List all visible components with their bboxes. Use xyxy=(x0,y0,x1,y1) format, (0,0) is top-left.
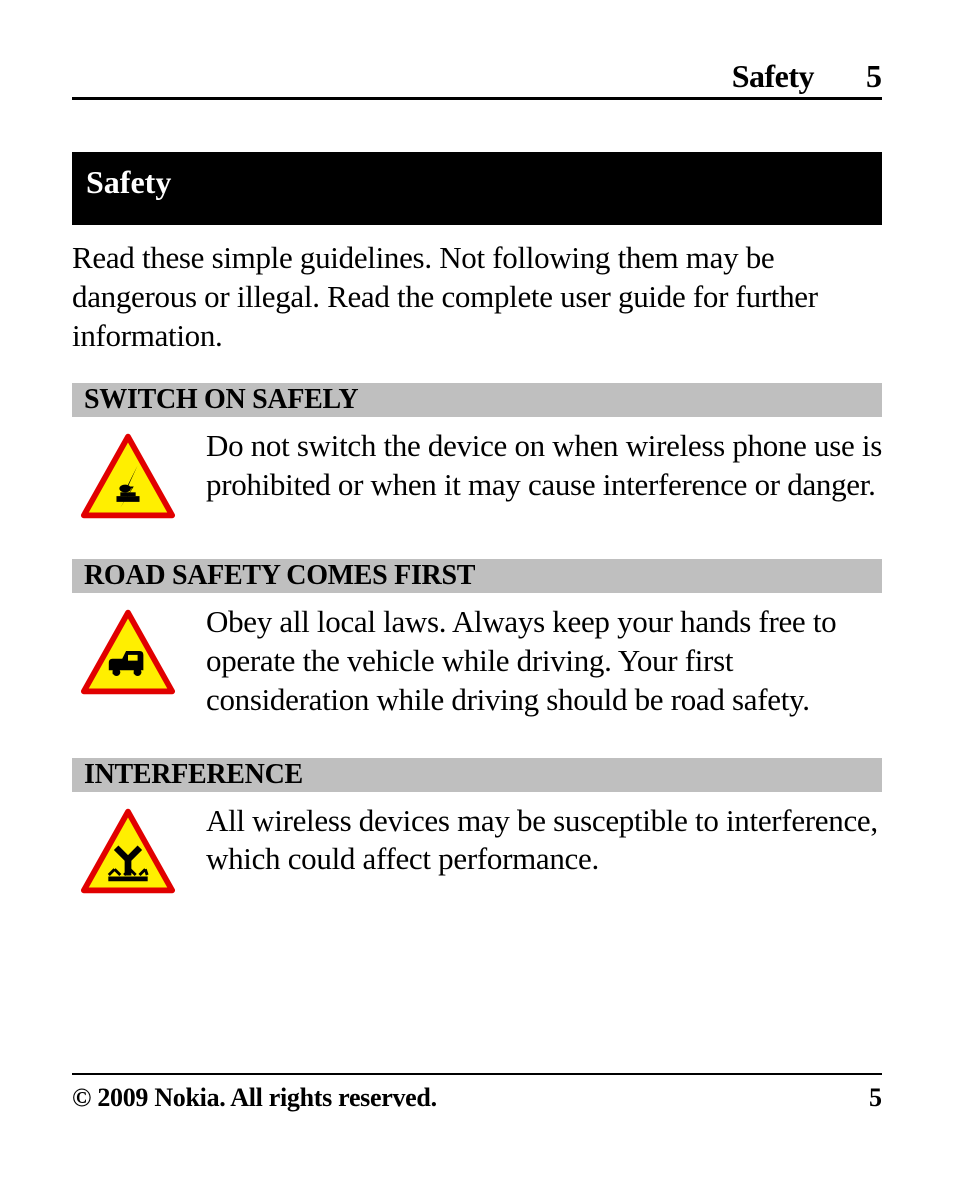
section-text: Obey all local laws. Always keep your ha… xyxy=(206,603,882,719)
footer-copyright: © 2009 Nokia. All rights reserved. xyxy=(72,1083,437,1113)
section-body: Do not switch the device on when wireles… xyxy=(72,427,882,521)
section-heading: SWITCH ON SAFELY xyxy=(72,383,882,417)
chapter-title-text: Safety xyxy=(86,164,171,200)
section-text: Do not switch the device on when wireles… xyxy=(206,427,882,505)
chapter-title-bar: Safety xyxy=(72,152,882,225)
power-warning-icon xyxy=(72,427,184,521)
intro-paragraph: Read these simple guidelines. Not follow… xyxy=(72,239,882,355)
section-heading: INTERFERENCE xyxy=(72,758,882,792)
page-header: Safety 5 xyxy=(72,58,882,100)
car-warning-icon xyxy=(72,603,184,697)
interference-warning-icon xyxy=(72,802,184,896)
footer-page-number: 5 xyxy=(869,1083,882,1113)
page-container: Safety 5 Safety Read these simple guidel… xyxy=(0,0,954,896)
section-text: All wireless devices may be susceptible … xyxy=(206,802,882,880)
page-footer: © 2009 Nokia. All rights reserved. 5 xyxy=(72,1073,882,1113)
header-section-name: Safety xyxy=(732,58,814,95)
section-body: Obey all local laws. Always keep your ha… xyxy=(72,603,882,719)
section-body: All wireless devices may be susceptible … xyxy=(72,802,882,896)
section-heading: ROAD SAFETY COMES FIRST xyxy=(72,559,882,593)
header-page-number: 5 xyxy=(866,58,882,95)
